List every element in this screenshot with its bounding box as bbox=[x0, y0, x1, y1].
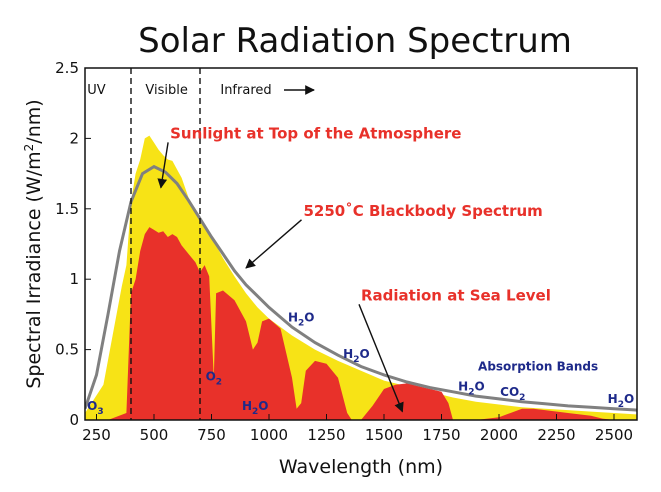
x-tick-label: 750 bbox=[197, 426, 226, 444]
y-axis-title: Spectral Irradiance (W/m2/nm) bbox=[22, 99, 45, 388]
callout-label: Radiation at Sea Level bbox=[361, 286, 551, 304]
y-tick-label: 1.5 bbox=[55, 200, 79, 218]
absorption-band-label: H2O bbox=[608, 392, 635, 410]
region-label: Visible bbox=[145, 83, 187, 98]
y-tick-label: 0 bbox=[69, 411, 79, 429]
region-label: Infrared bbox=[220, 83, 271, 98]
y-tick-label: 1 bbox=[69, 270, 79, 288]
x-tick-label: 2250 bbox=[537, 426, 575, 444]
sea-level-area bbox=[85, 227, 637, 420]
x-tick-label: 1500 bbox=[365, 426, 403, 444]
callout-label: Sunlight at Top of the Atmosphere bbox=[170, 124, 461, 142]
x-tick-label: 250 bbox=[82, 426, 111, 444]
absorption-band-label: H2O bbox=[343, 347, 370, 365]
chart-title: Solar Radiation Spectrum bbox=[138, 21, 572, 61]
x-tick-label: 1250 bbox=[307, 426, 345, 444]
absorption-band-label: H2O bbox=[242, 399, 269, 417]
y-tick-label: 0.5 bbox=[55, 341, 79, 359]
absorption-band-label: O3 bbox=[87, 399, 103, 417]
x-tick-label: 1000 bbox=[250, 426, 288, 444]
y-axis-title-sup: 2 bbox=[22, 144, 36, 152]
y-axis-title-main: Spectral Irradiance (W/m bbox=[23, 151, 45, 388]
x-tick-label: 500 bbox=[140, 426, 169, 444]
callout-arrow bbox=[157, 142, 169, 189]
blackbody-curve bbox=[85, 164, 637, 412]
y-tick-label: 2 bbox=[69, 129, 79, 147]
y-axis-title-tail: /nm) bbox=[23, 99, 45, 143]
absorption-band-label: H2O bbox=[458, 379, 485, 397]
x-tick-label: 1750 bbox=[422, 426, 460, 444]
absorption-band-label: CO2 bbox=[500, 385, 525, 403]
y-tick-label: 2.5 bbox=[55, 59, 79, 77]
absorption-band-label: O2 bbox=[206, 370, 222, 388]
absorption-bands-label: Absorption Bands bbox=[478, 360, 598, 374]
x-tick-label: 2500 bbox=[595, 426, 633, 444]
callout-arrow bbox=[358, 304, 404, 413]
x-axis-title: Wavelength (nm) bbox=[279, 456, 443, 478]
plot-frame bbox=[84, 67, 638, 421]
x-tick-label: 2000 bbox=[480, 426, 518, 444]
region-label: UV bbox=[87, 83, 106, 98]
callout-label: 5250˚C Blackbody Spectrum bbox=[304, 202, 543, 220]
callout-arrow bbox=[245, 219, 302, 269]
absorption-band-label: H2O bbox=[288, 310, 315, 328]
